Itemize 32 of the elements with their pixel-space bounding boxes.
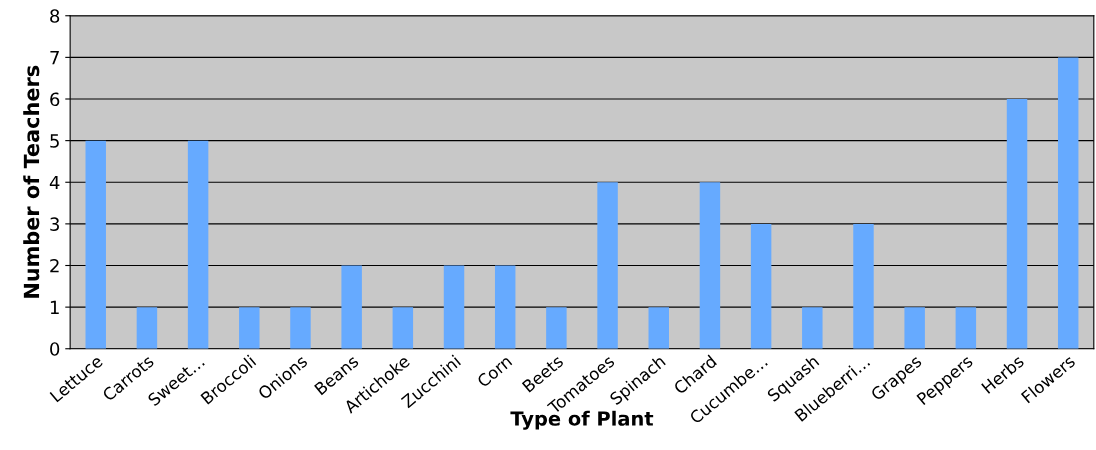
bar xyxy=(392,307,414,349)
bar xyxy=(802,307,823,349)
bar xyxy=(341,265,362,349)
y-tick-label: 3 xyxy=(50,217,59,231)
x-axis-title: Type of Plant xyxy=(510,410,654,430)
y-axis-title: Number of Teachers xyxy=(23,65,40,298)
bar xyxy=(443,265,465,349)
y-tick-label: 7 xyxy=(50,51,59,65)
bar xyxy=(750,223,772,349)
bar xyxy=(853,223,874,349)
bar xyxy=(648,307,669,349)
bar xyxy=(136,307,158,349)
bar xyxy=(239,307,260,349)
bar xyxy=(187,140,209,349)
bar xyxy=(546,307,567,349)
bar xyxy=(290,307,311,349)
bar xyxy=(955,307,977,349)
bar xyxy=(597,182,618,349)
y-tick-label: 1 xyxy=(50,300,59,314)
bar xyxy=(494,265,516,349)
y-tick-label: 0 xyxy=(50,342,60,356)
y-tick-label: 8 xyxy=(50,9,60,23)
x-tick-label: Corn xyxy=(476,354,513,388)
bar xyxy=(85,140,106,349)
bar xyxy=(1006,99,1028,349)
y-tick-label: 6 xyxy=(50,92,60,107)
y-tick-label: 5 xyxy=(50,134,59,148)
bar xyxy=(699,182,721,349)
y-tick-label: 4 xyxy=(49,175,60,190)
y-tick-label: 2 xyxy=(50,258,59,273)
bar xyxy=(904,307,925,349)
bar xyxy=(1057,57,1079,349)
